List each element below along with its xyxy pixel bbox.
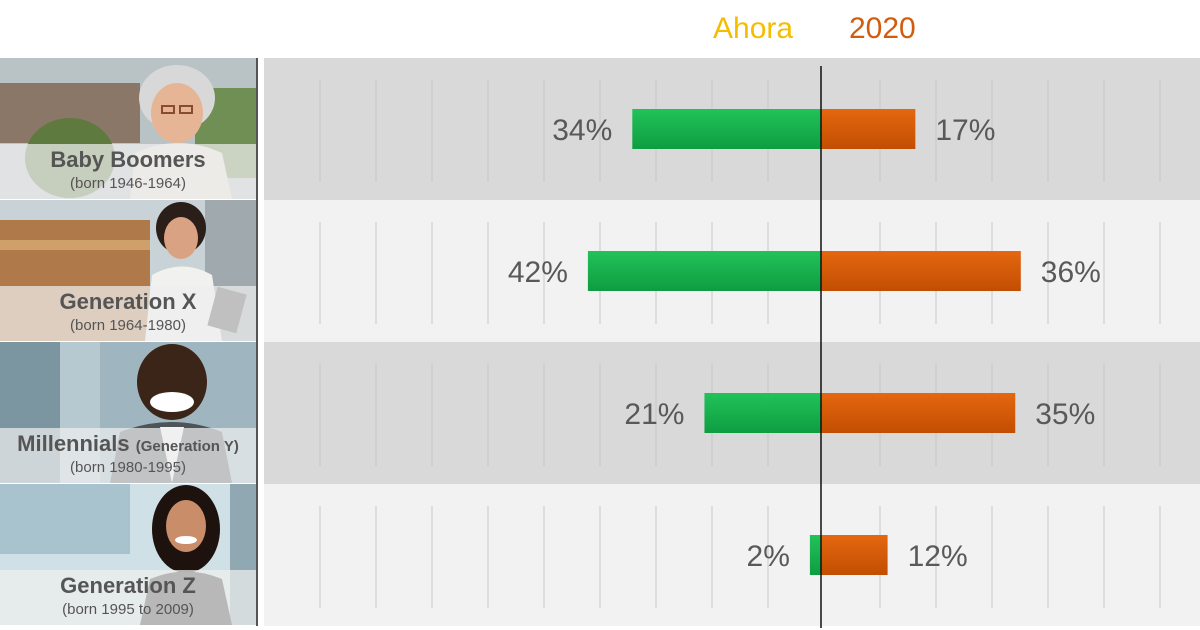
group-years: (born 1946-1964) — [70, 175, 186, 192]
group-name: Generation X — [59, 289, 197, 314]
data-label-ahora: 21% — [624, 398, 684, 431]
data-label-2020: 35% — [1035, 398, 1095, 431]
data-label-2020: 17% — [935, 114, 995, 147]
group-panel-baby-boomers: Baby Boomers (born 1946-1964) — [0, 58, 256, 199]
group-years: (born 1995 to 2009) — [62, 601, 194, 618]
bar-2020 — [821, 109, 916, 149]
data-label-2020: 36% — [1041, 256, 1101, 289]
group-panel-generation-z: Generation Z (born 1995 to 2009) — [0, 484, 256, 625]
data-label-ahora: 34% — [552, 114, 612, 147]
data-label-2020: 12% — [908, 540, 968, 573]
bar-ahora — [587, 251, 821, 291]
group-name: Generation Z — [60, 573, 196, 598]
bar-2020 — [821, 393, 1016, 433]
group-years: (born 1980-1995) — [70, 459, 186, 476]
group-name: Millennials — [17, 431, 130, 456]
group-panel-millennials: Millennials (Generation Y) (born 1980-19… — [0, 342, 256, 483]
group-years: (born 1964-1980) — [70, 317, 186, 334]
data-label-ahora: 42% — [508, 256, 568, 289]
bar-2020 — [821, 251, 1021, 291]
legend-ahora: Ahora — [713, 12, 794, 45]
group-name-suffix: (Generation Y) — [135, 438, 239, 455]
legend-2020: 2020 — [849, 12, 916, 45]
data-label-ahora: 2% — [747, 540, 790, 573]
bar-2020 — [821, 535, 888, 575]
bar-ahora — [809, 535, 821, 575]
row-band — [264, 484, 1200, 626]
bar-ahora — [632, 109, 821, 149]
group-panel-generation-x: Generation X (born 1964-1980) — [0, 200, 256, 341]
bar-ahora — [704, 393, 821, 433]
group-name: Baby Boomers — [50, 147, 206, 172]
